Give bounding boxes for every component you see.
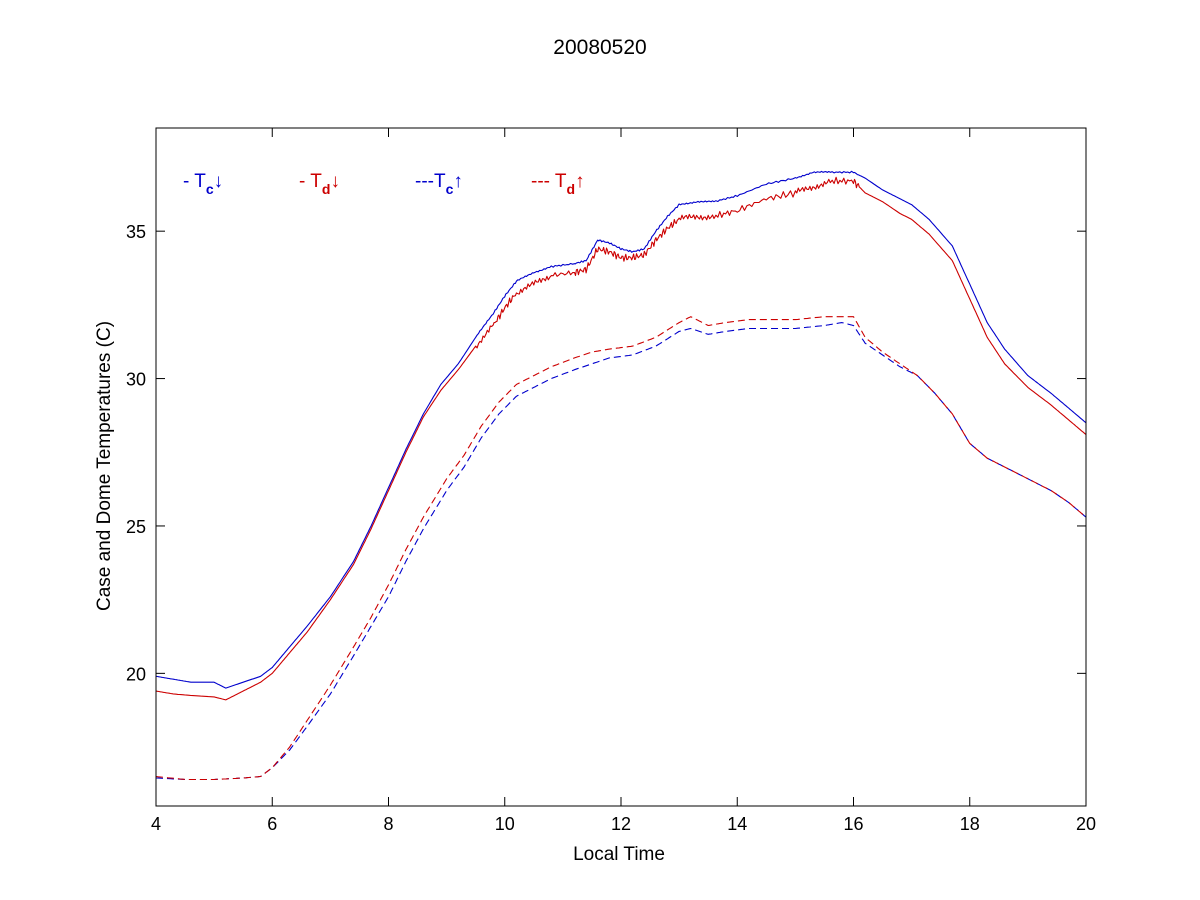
legend-entry-4: --- Td↑ — [531, 171, 585, 197]
x-tick-label: 6 — [267, 814, 277, 834]
legend-entry-1: - Tc↓ — [183, 171, 223, 197]
y-tick-label: 20 — [126, 664, 146, 684]
series-line-3 — [155, 322, 1087, 781]
y-tick-label: 35 — [126, 222, 146, 242]
x-tick-label: 14 — [727, 814, 747, 834]
y-tick-label: 25 — [126, 517, 146, 537]
x-tick-label: 20 — [1076, 814, 1096, 834]
legend: - Tc↓ - Td↓ ---Tc↑ --- Td↑ — [183, 171, 585, 197]
chart-title: 20080520 — [553, 36, 646, 59]
x-tick-label: 18 — [960, 814, 980, 834]
series-line-4 — [155, 316, 1087, 781]
x-axis-label: Local Time — [573, 844, 665, 865]
series-line-1 — [155, 170, 1087, 689]
x-tick-label: 8 — [383, 814, 393, 834]
y-axis-label: Case and Dome Temperatures (C) — [94, 321, 115, 611]
x-tick-label: 10 — [495, 814, 515, 834]
series-line-2 — [155, 176, 1087, 701]
legend-entry-2: - Td↓ — [299, 171, 340, 197]
tick-labels: 4 6 8 10 12 14 16 18 20 20 25 30 35 — [126, 222, 1096, 834]
x-tick-label: 12 — [611, 814, 631, 834]
y-tick-label: 30 — [126, 370, 146, 390]
data-series — [155, 170, 1087, 781]
plot-area-frame — [155, 127, 1087, 807]
x-tick-label: 4 — [151, 814, 161, 834]
x-tick-label: 16 — [843, 814, 863, 834]
legend-entry-3: ---Tc↑ — [415, 171, 463, 197]
